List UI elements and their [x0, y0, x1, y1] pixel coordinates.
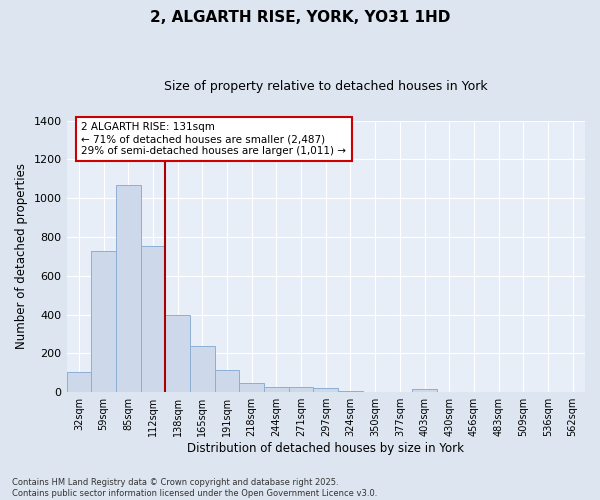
Bar: [91, 250, 116, 392]
Bar: [165, 314, 190, 392]
Bar: [313, 388, 338, 392]
Text: 2 ALGARTH RISE: 131sqm
← 71% of detached houses are smaller (2,487)
29% of semi-: 2 ALGARTH RISE: 131sqm ← 71% of detached…: [82, 122, 346, 156]
Bar: [116, 184, 140, 392]
Title: Size of property relative to detached houses in York: Size of property relative to detached ho…: [164, 80, 488, 93]
Bar: [190, 346, 215, 392]
Text: Contains HM Land Registry data © Crown copyright and database right 2025.
Contai: Contains HM Land Registry data © Crown c…: [12, 478, 377, 498]
Bar: [140, 246, 165, 392]
Bar: [289, 388, 313, 392]
Bar: [264, 388, 289, 392]
Bar: [239, 382, 264, 392]
X-axis label: Distribution of detached houses by size in York: Distribution of detached houses by size …: [187, 442, 464, 455]
Text: 2, ALGARTH RISE, YORK, YO31 1HD: 2, ALGARTH RISE, YORK, YO31 1HD: [150, 10, 450, 25]
Bar: [338, 391, 363, 392]
Y-axis label: Number of detached properties: Number of detached properties: [15, 164, 28, 350]
Bar: [215, 370, 239, 392]
Bar: [67, 372, 91, 392]
Bar: [412, 390, 437, 392]
